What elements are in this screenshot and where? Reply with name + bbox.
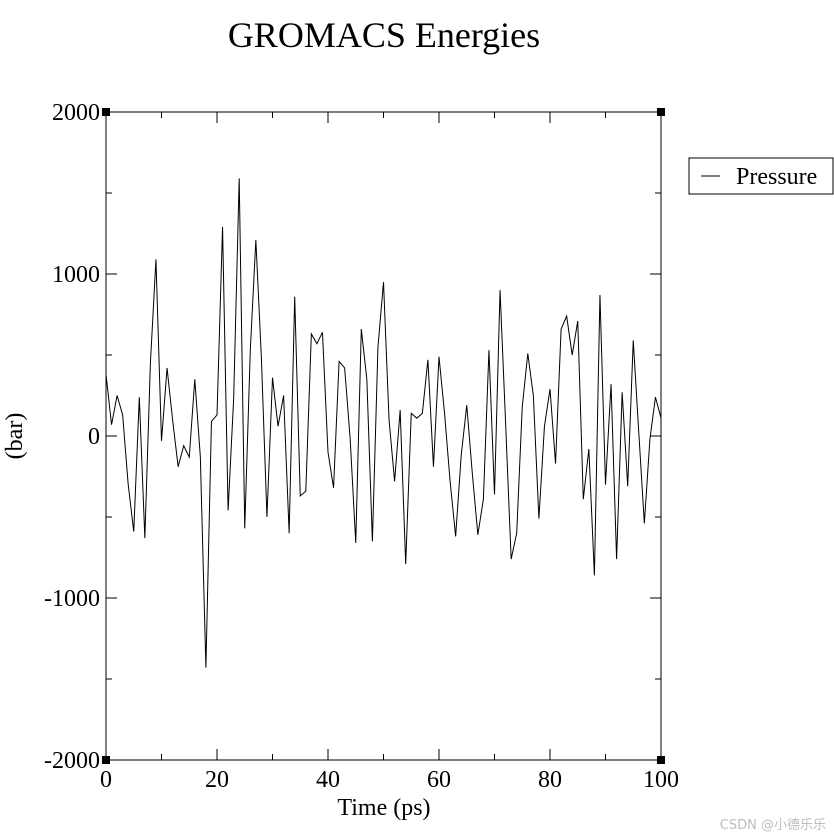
x-tick-label: 60: [427, 767, 451, 793]
y-tick-label: -2000: [44, 748, 100, 774]
corner-marker: [102, 108, 110, 116]
y-tick-label: 1000: [52, 262, 100, 288]
chart-title: GROMACS Energies: [228, 15, 540, 55]
y-tick-label: -1000: [44, 586, 100, 612]
x-tick-labels: 0 20 40 60 80 100: [100, 767, 679, 793]
plot-frame: [105, 111, 662, 761]
pressure-series-line: [105, 178, 662, 668]
x-tick-label: 0: [100, 767, 112, 793]
x-tick-label: 100: [643, 767, 679, 793]
legend: Pressure: [688, 157, 834, 195]
corner-marker: [657, 108, 665, 116]
legend-label-pressure: Pressure: [736, 164, 817, 190]
y-tick-label: 0: [88, 424, 100, 450]
corner-marker: [657, 756, 665, 764]
watermark: CSDN @小德乐乐: [720, 818, 826, 833]
x-tick-label: 80: [538, 767, 562, 793]
corner-markers: [102, 108, 665, 764]
y-tick-label: 2000: [52, 100, 100, 126]
y-tick-labels: -2000 -1000 0 1000 2000: [44, 100, 100, 774]
x-tick-label: 40: [316, 767, 340, 793]
corner-marker: [102, 756, 110, 764]
y-axis-label: (bar): [2, 413, 28, 460]
x-tick-label: 20: [205, 767, 229, 793]
x-axis-label: Time (ps): [337, 795, 430, 821]
